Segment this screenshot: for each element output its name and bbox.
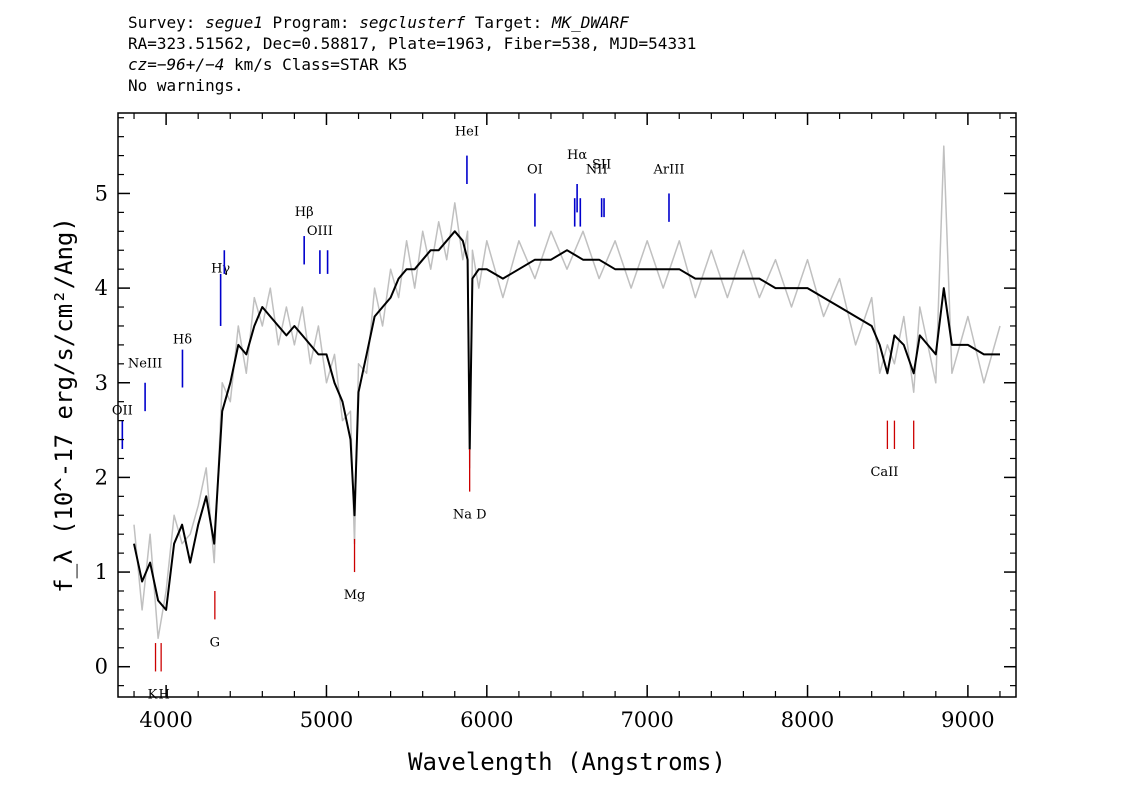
- emission-line-label: OII: [112, 404, 133, 419]
- cz-label: cz=: [128, 55, 157, 74]
- y-axis-title: f_λ (10^-17 erg/s/cm²/Ang): [50, 217, 78, 593]
- survey-label: Survey:: [128, 13, 206, 32]
- absorption-line-label: CaII: [870, 465, 898, 480]
- spectrum-header: Survey: segue1 Program: segclusterf Targ…: [128, 12, 696, 96]
- series-layer: [133, 145, 1001, 640]
- header-line-1: Survey: segue1 Program: segclusterf Targ…: [128, 12, 696, 33]
- emission-line-label: Hγ: [211, 262, 230, 277]
- emission-line-label: ArIII: [652, 162, 684, 177]
- program-value: segclusterf: [359, 13, 466, 32]
- x-tick-label: 6000: [460, 708, 513, 732]
- absorption-line-label: Mg: [344, 588, 366, 603]
- cz-value: −96+/−4: [156, 55, 225, 74]
- x-tick-label: 5000: [300, 708, 353, 732]
- emission-line-label: NeIII: [128, 356, 162, 371]
- target-label: Target:: [465, 13, 552, 32]
- header-line-3: cz=−96+/−4 km/s Class=STAR K5: [128, 54, 696, 75]
- absorption-line-label: H: [158, 687, 169, 702]
- x-axis-title: Wavelength (Angstroms): [408, 748, 726, 776]
- absorption-line-label: K: [148, 687, 158, 702]
- header-line-2: RA=323.51562, Dec=0.58817, Plate=1963, F…: [128, 34, 697, 53]
- survey-value: segue1: [205, 13, 263, 32]
- spectrum-series-error: [133, 145, 1001, 640]
- spectrum-series-flux: [133, 230, 1000, 611]
- absorption-line-label: Na D: [453, 508, 487, 523]
- y-tick-label: 3: [95, 371, 108, 395]
- y-tick-label: 4: [95, 276, 108, 300]
- emission-line-label: Hα: [567, 148, 587, 163]
- header-line-4: No warnings.: [128, 76, 244, 95]
- x-tick-label: 8000: [781, 708, 834, 732]
- class-text: km/s Class=STAR K5: [224, 55, 408, 74]
- emission-line-label: HeI: [455, 124, 479, 139]
- y-tick-label: 0: [95, 655, 108, 679]
- plot-frame: [117, 112, 1017, 698]
- x-tick-label: 7000: [620, 708, 673, 732]
- emission-line-label: NII: [586, 162, 608, 177]
- emission-line-label: Hδ: [173, 333, 192, 348]
- y-tick-label: 2: [95, 465, 108, 489]
- target-value: MK_DWARF: [551, 13, 629, 32]
- program-label: Program:: [262, 13, 360, 32]
- axis-ticks: 4000 5000 6000 7000 8000 9000 0 1 2 3 4 5: [95, 113, 1016, 732]
- y-tick-label: 1: [95, 560, 108, 584]
- emission-line-label: SII: [592, 158, 611, 173]
- emission-line-label: OIII: [307, 224, 333, 239]
- x-tick-label: 9000: [941, 708, 994, 732]
- x-tick-label: 4000: [139, 708, 192, 732]
- y-tick-label: 5: [95, 181, 108, 205]
- emission-line-label: OI: [527, 162, 543, 177]
- emission-line-label: Hβ: [295, 205, 314, 220]
- absorption-line-label: G: [210, 635, 220, 650]
